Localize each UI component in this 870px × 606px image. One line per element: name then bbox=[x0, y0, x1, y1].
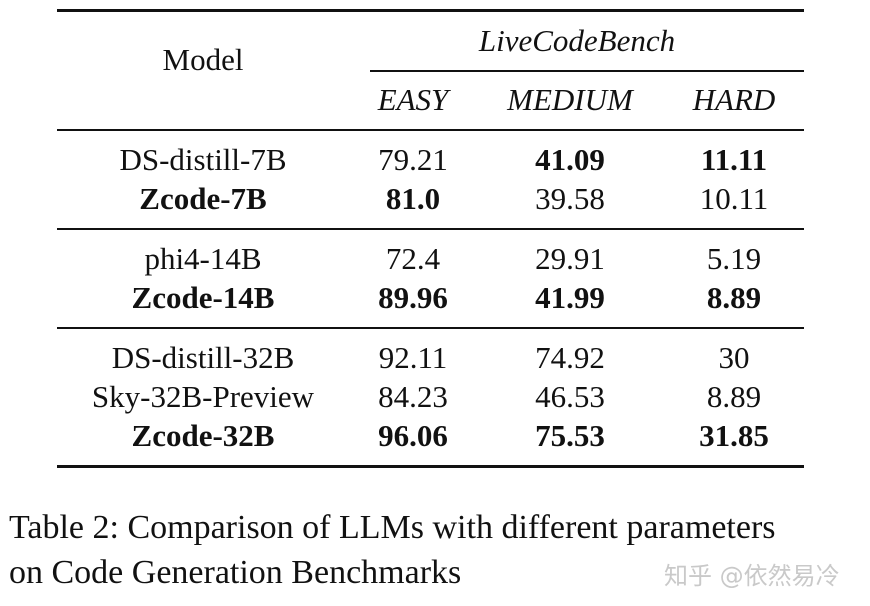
table-row-6-hard-cell: 8.89 bbox=[706, 379, 762, 414]
table-row-7-medium-cell: 75.53 bbox=[535, 418, 605, 453]
header-group: LiveCodeBench bbox=[478, 23, 676, 58]
table-row-6-easy-cell: 84.23 bbox=[378, 379, 448, 414]
header-model: Model bbox=[162, 42, 244, 77]
table-row-5-hard-cell: 30 bbox=[718, 340, 750, 375]
table-row-3-easy-cell: 72.4 bbox=[385, 241, 441, 276]
table-row-2-hard-cell: 10.11 bbox=[699, 181, 769, 216]
table-row-1-hard-cell: 11.11 bbox=[700, 142, 768, 177]
bottom-rule bbox=[57, 465, 804, 468]
table-row-7-easy-cell: 96.06 bbox=[378, 418, 448, 453]
group-rule bbox=[370, 70, 804, 72]
header-hard: HARD bbox=[692, 82, 776, 117]
header-easy: EASY bbox=[377, 82, 449, 117]
table-row-6-model-cell: Sky-32B-Preview bbox=[91, 379, 315, 414]
table-row-4-hard-cell: 8.89 bbox=[706, 280, 762, 315]
table-row-3-model-cell: phi4-14B bbox=[144, 241, 262, 276]
caption-line-2: on Code Generation Benchmarks bbox=[9, 554, 462, 591]
table-row-4-model-cell: Zcode-14B bbox=[131, 280, 275, 315]
table-row-5-model-cell: DS-distill-32B bbox=[111, 340, 295, 375]
table-row-1-model-cell: DS-distill-7B bbox=[119, 142, 287, 177]
table-row-1-medium-cell: 41.09 bbox=[535, 142, 605, 177]
table-row-2-model-cell: Zcode-7B bbox=[139, 181, 267, 216]
watermark: 知乎 @依然易冷 bbox=[664, 562, 840, 590]
group-7b-rule bbox=[57, 228, 804, 230]
table-row-3-hard-cell: 5.19 bbox=[706, 241, 762, 276]
table-row-4-easy-cell: 89.96 bbox=[378, 280, 448, 315]
table-row-6-medium-cell: 46.53 bbox=[535, 379, 605, 414]
table-row-7-model-cell: Zcode-32B bbox=[131, 418, 275, 453]
header-medium: MEDIUM bbox=[507, 82, 633, 117]
table-row-5-easy-cell: 92.11 bbox=[378, 340, 448, 375]
top-rule bbox=[57, 9, 804, 12]
table-row-2-easy-cell: 81.0 bbox=[385, 181, 441, 216]
table-row-3-medium-cell: 29.91 bbox=[535, 241, 605, 276]
table-row-1-easy-cell: 79.21 bbox=[378, 142, 448, 177]
header-rule bbox=[57, 129, 804, 131]
caption-line-1: Table 2: Comparison of LLMs with differe… bbox=[9, 509, 776, 546]
group-14b-rule bbox=[57, 327, 804, 329]
table-row-4-medium-cell: 41.99 bbox=[535, 280, 605, 315]
table-row-5-medium-cell: 74.92 bbox=[535, 340, 605, 375]
table-row-2-medium-cell: 39.58 bbox=[535, 181, 605, 216]
table-row-7-hard-cell: 31.85 bbox=[699, 418, 769, 453]
